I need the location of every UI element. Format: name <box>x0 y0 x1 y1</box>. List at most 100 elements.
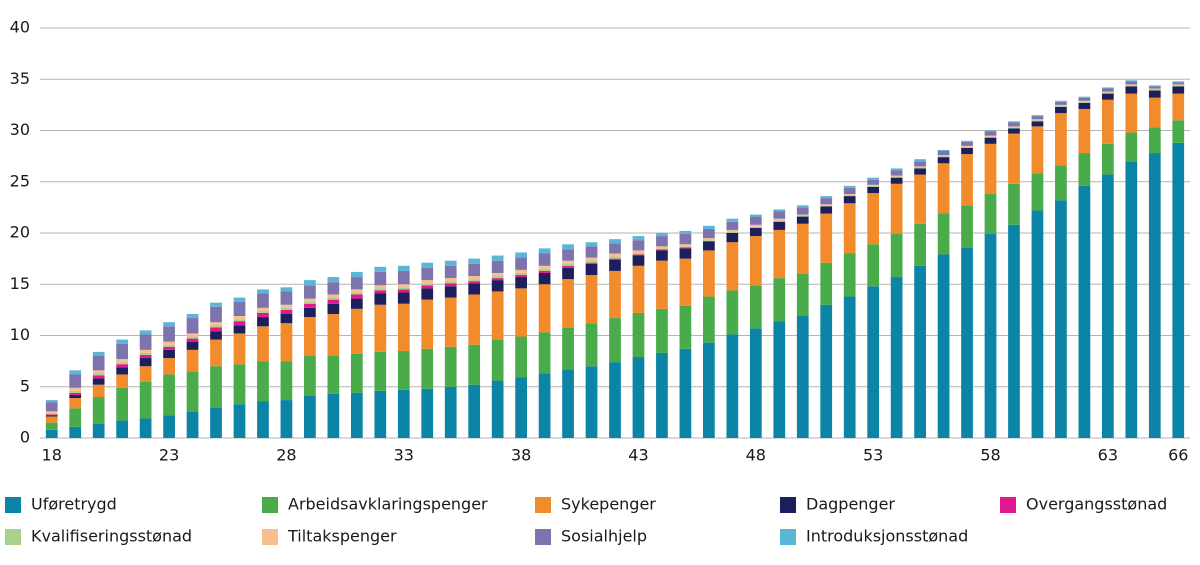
bar-segment <box>937 155 950 157</box>
bar-segment <box>444 265 457 279</box>
bar-segment <box>1078 97 1091 101</box>
bar-segment <box>937 254 950 438</box>
bar-segment <box>1078 102 1091 109</box>
bar-segment <box>867 177 880 180</box>
bar-segment <box>327 282 340 295</box>
bar-segment <box>491 278 504 281</box>
bar-segment <box>139 358 152 367</box>
bar-segment <box>1125 81 1138 85</box>
bar-segment <box>914 167 926 169</box>
bar-segment <box>350 298 363 309</box>
bar-segment <box>210 331 222 340</box>
y-tick-label: 5 <box>20 376 30 395</box>
bar-segment <box>1055 100 1067 102</box>
bar-segment <box>491 280 504 292</box>
bar-segment <box>257 289 269 294</box>
bar-segment <box>773 211 786 219</box>
bar-segment <box>421 348 434 389</box>
bar-segment <box>937 151 950 156</box>
bar-segment <box>562 249 574 261</box>
bar-segment <box>749 328 762 438</box>
bar-segment <box>350 353 363 393</box>
bar-segment <box>350 277 363 290</box>
bar-segment <box>374 304 387 352</box>
bar-segment <box>468 344 481 385</box>
bar-segment <box>562 369 574 438</box>
bar-segment <box>1172 93 1185 121</box>
bar-segment <box>1172 120 1185 143</box>
bar-segment <box>1031 119 1044 121</box>
bar-segment <box>984 234 997 438</box>
bar-segment <box>890 168 903 171</box>
bar-segment <box>609 318 621 363</box>
bar-segment <box>116 364 129 368</box>
bar-segment <box>961 140 973 142</box>
bar-segment <box>914 159 926 162</box>
bar-segment <box>327 277 340 283</box>
bar-segment <box>796 205 809 208</box>
bar-segment <box>726 290 739 335</box>
bar-segment <box>1101 87 1114 89</box>
legend-swatch <box>780 497 796 513</box>
bar-segment <box>257 312 269 318</box>
bar-segment <box>444 260 457 266</box>
bar-segment <box>233 301 246 317</box>
bar-segment <box>984 131 997 136</box>
bar-segment <box>1125 93 1138 133</box>
bar-segment <box>491 260 504 273</box>
bar-segment <box>820 196 833 199</box>
bar-segment <box>843 296 856 438</box>
bar-segment <box>585 275 598 324</box>
legend-label: Introduksjonsstønad <box>806 527 968 546</box>
bar-segment <box>890 176 903 178</box>
bar-segment <box>1031 173 1044 211</box>
bar-segment <box>1148 90 1161 98</box>
bar-segment <box>562 244 574 250</box>
legend-swatch <box>5 497 21 513</box>
bar-segment <box>1125 86 1138 94</box>
bar-segment <box>139 381 152 419</box>
bar-segment <box>257 293 269 308</box>
bar-segment <box>350 294 363 299</box>
bar-segment <box>163 344 175 347</box>
bar-segment <box>515 275 527 278</box>
bar-segment <box>1101 174 1114 438</box>
bar-segment <box>116 362 129 365</box>
bar-segment <box>820 262 833 305</box>
bar-segment <box>1172 81 1185 83</box>
bar-segment <box>679 348 692 438</box>
bar-segment <box>327 393 340 438</box>
bar-segment <box>350 308 363 354</box>
bar-segment <box>69 387 82 391</box>
bar-segment <box>139 418 152 438</box>
bar-segment <box>679 258 692 306</box>
bar-segment <box>444 278 457 282</box>
bar-segment <box>1125 132 1138 162</box>
bar-segment <box>867 184 880 186</box>
bar-segment <box>1008 183 1020 225</box>
bar-segment <box>444 386 457 438</box>
x-tick-label: 48 <box>746 446 766 465</box>
bar-segment <box>914 265 926 438</box>
bar-segment <box>632 250 645 254</box>
bar-segment <box>867 244 880 287</box>
bar-segment <box>304 301 316 304</box>
bar-segment <box>92 351 105 356</box>
bar-segment <box>632 265 645 313</box>
bar-segment <box>210 327 222 332</box>
bar-segment <box>397 389 410 438</box>
bar-segment <box>843 196 856 204</box>
bar-segment <box>562 327 574 370</box>
bar-segment <box>515 336 527 378</box>
bar-segment <box>515 277 527 289</box>
bar-segment <box>585 366 598 438</box>
bar-segment <box>961 247 973 438</box>
bar-segment <box>1172 84 1185 86</box>
bar-segment <box>656 249 668 251</box>
bar-segment <box>163 374 175 416</box>
bar-segment <box>703 238 715 241</box>
bar-segment <box>1148 127 1161 154</box>
bar-segment <box>1148 89 1161 91</box>
x-tick-label: 18 <box>42 446 62 465</box>
bar-segment <box>233 404 246 438</box>
